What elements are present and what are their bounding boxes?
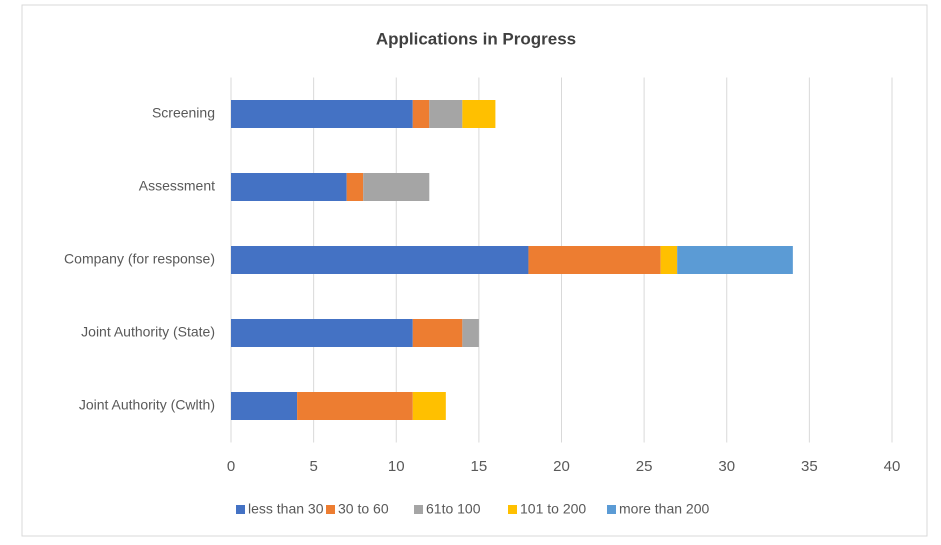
- x-tick-label: 5: [309, 458, 317, 475]
- bar-segment: [297, 392, 413, 420]
- legend-swatch: [414, 505, 423, 514]
- y-tick-label: Joint Authority (Cwlth): [79, 397, 215, 413]
- bar-segment: [231, 173, 347, 201]
- legend-label: more than 200: [619, 501, 709, 517]
- bar-segment: [412, 100, 430, 128]
- x-tick-label: 10: [388, 458, 405, 475]
- legend-swatch: [508, 505, 517, 514]
- bar-segment: [528, 246, 661, 274]
- bar-segment: [231, 392, 298, 420]
- x-tick-label: 25: [636, 458, 653, 475]
- chart-title: Applications in Progress: [376, 29, 576, 48]
- legend-swatch: [607, 505, 616, 514]
- x-tick-label: 20: [553, 458, 570, 475]
- x-tick-label: 0: [227, 458, 235, 475]
- bar-segment: [429, 100, 463, 128]
- legend-label: 101 to 200: [520, 501, 586, 517]
- y-tick-label: Company (for response): [64, 251, 215, 267]
- bar-segment: [231, 319, 413, 347]
- bar-segment: [346, 173, 364, 201]
- bar-segment: [412, 319, 463, 347]
- legend-label: 30 to 60: [338, 501, 389, 517]
- bar-segment: [462, 319, 479, 347]
- x-tick-label: 15: [471, 458, 488, 475]
- y-tick-label: Assessment: [139, 178, 215, 194]
- legend-label: less than 30: [248, 501, 324, 517]
- bar-segment: [677, 246, 793, 274]
- y-tick-label: Screening: [152, 105, 215, 121]
- legend-label: 61to 100: [426, 501, 481, 517]
- bar-segment: [231, 100, 413, 128]
- bar-segment: [231, 246, 529, 274]
- x-tick-label: 40: [884, 458, 901, 475]
- x-tick-label: 30: [718, 458, 735, 475]
- bar-segment: [412, 392, 446, 420]
- y-tick-label: Joint Authority (State): [81, 324, 215, 340]
- legend-swatch: [326, 505, 335, 514]
- legend-swatch: [236, 505, 245, 514]
- bar-segment: [462, 100, 496, 128]
- bar-segment: [363, 173, 430, 201]
- bar-segment: [660, 246, 678, 274]
- x-tick-label: 35: [801, 458, 818, 475]
